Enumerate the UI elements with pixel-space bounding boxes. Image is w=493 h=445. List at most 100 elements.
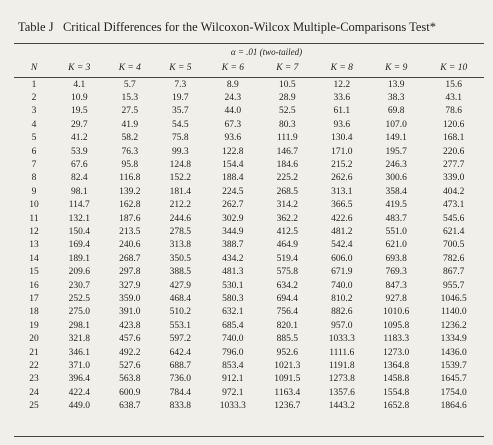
table-cell: 820.1: [276, 320, 298, 331]
table-cell: 927.8: [385, 293, 407, 304]
table-cell: 553.1: [169, 320, 192, 331]
table-cell: 114.7: [68, 200, 90, 211]
table-cell: 1539.7: [440, 360, 467, 371]
rule: [14, 436, 484, 437]
table-cell: 1091.5: [274, 374, 301, 385]
table-cell: 1436.0: [440, 347, 467, 358]
table-cell: 28.9: [279, 93, 296, 104]
table-cell: 1273.0: [383, 347, 410, 358]
table-body: 1 4.1 5.7 7.3 8.9 10.5 12.2 13.9 15.6 2 10.9 15.3 19…: [14, 78, 484, 413]
table-cell: 122.8: [222, 146, 244, 157]
table-cell: 17: [29, 293, 39, 304]
table-cell: 457.6: [119, 334, 141, 345]
table-cell: 388.5: [169, 267, 192, 278]
table-cell: 700.5: [443, 240, 465, 251]
table-cell: 19.7: [172, 93, 189, 104]
table-cell: 189.1: [68, 253, 90, 264]
table-cell: 21: [29, 347, 39, 358]
table-cell: 44.0: [224, 106, 242, 117]
table-cell: 298.1: [68, 320, 90, 331]
table-cell: 41.2: [70, 133, 88, 144]
table-cell: 810.2: [331, 293, 353, 304]
table-cell: 12.2: [333, 79, 351, 90]
table-cell: 404.2: [443, 186, 465, 197]
table-cell: 642.4: [169, 347, 192, 358]
table-cell: 10.5: [279, 79, 296, 90]
table-cell: 885.5: [276, 334, 298, 345]
table-cell: 344.9: [222, 226, 244, 237]
rule: [14, 43, 484, 44]
table-row: 9 98.1 139.2 181.4 224.5 268.5 313.1 358.4 404.2: [14, 185, 484, 198]
table-cell: 4: [31, 119, 37, 130]
table-cell: 116.8: [119, 173, 141, 184]
table-cell: 10: [29, 200, 39, 211]
column-header: K = 8: [314, 58, 369, 78]
table-cell: 796.0: [222, 347, 244, 358]
table-cell: 22: [29, 360, 39, 371]
table-cell: 15: [29, 267, 39, 278]
table-cell: 957.0: [331, 320, 353, 331]
table-cell: 1111.6: [329, 347, 355, 358]
table-row: 16 230.7 327.9 427.9 530.1 634.2 740.0 847.3 955…: [14, 279, 484, 292]
table-cell: 61.1: [333, 106, 351, 117]
column-header: K = 10: [423, 58, 484, 78]
table-cell: 736.0: [169, 374, 192, 385]
table-row: 20 321.8 457.6 597.2 740.0 885.5 1033.3 1183.3 1…: [14, 332, 484, 345]
table-cell: 184.6: [276, 160, 298, 171]
column-header: K = 6: [205, 58, 261, 78]
table-cell: 120.6: [443, 119, 465, 130]
table-cell: 412.5: [276, 226, 298, 237]
table-cell: 69.8: [387, 106, 405, 117]
table-cell: 391.0: [119, 307, 141, 318]
table-cell: 33.6: [333, 93, 351, 104]
table-cell: 52.5: [279, 106, 296, 117]
table-row: 11 132.1 187.6 244.6 302.9 362.2 422.6 483.7 545…: [14, 212, 484, 225]
table-cell: 314.2: [276, 200, 298, 211]
table-cell: 41.9: [121, 119, 139, 130]
table-row: 17 252.5 359.0 468.4 580.3 694.4 810.2 927.8 104…: [14, 292, 484, 305]
table-cell: 1754.0: [440, 387, 467, 398]
table-cell: 563.8: [119, 374, 141, 385]
table-cell: 419.5: [385, 200, 407, 211]
table-cell: 107.0: [385, 119, 407, 130]
table-cell: 111.9: [276, 133, 298, 144]
table-cell: 93.6: [333, 119, 351, 130]
table-row: 23 396.4 563.8 736.0 912.1 1091.5 1273.8 1458.8…: [14, 373, 484, 386]
table-cell: 473.1: [443, 200, 465, 211]
table-cell: 481.2: [331, 226, 353, 237]
table-row: 7 67.6 95.8 124.8 154.4 184.6 215.2 246.3 277.7: [14, 158, 484, 171]
table-cell: 1364.8: [383, 360, 410, 371]
table-cell: 634.2: [276, 280, 298, 291]
table-cell: 952.6: [276, 347, 298, 358]
table-cell: 638.7: [119, 401, 141, 412]
table-cell: 300.6: [385, 173, 407, 184]
table-cell: 10.9: [70, 93, 88, 104]
table-cell: 8.9: [226, 79, 239, 90]
table-cell: 483.7: [385, 213, 407, 224]
table-cell: 600.9: [119, 387, 141, 398]
table-cell: 542.4: [331, 240, 353, 251]
table-cell: 621.0: [385, 240, 407, 251]
table-row: 8 82.4 116.8 152.2 188.4 225.2 262.6 300.6 339.0: [14, 172, 484, 185]
table-cell: 152.2: [169, 173, 192, 184]
column-header: K = 4: [104, 58, 156, 78]
table-cell: 350.5: [169, 253, 192, 264]
table-cell: 671.9: [331, 267, 353, 278]
table-cell: 606.0: [331, 253, 353, 264]
table-cell: 769.3: [385, 267, 407, 278]
table-cell: 5: [31, 133, 37, 144]
table-cell: 93.6: [224, 133, 242, 144]
table-cell: 423.8: [119, 320, 141, 331]
table-cell: 78.6: [445, 106, 463, 117]
table-cell: 1095.8: [383, 320, 410, 331]
table-cell: 1273.8: [328, 374, 355, 385]
table-cell: 847.3: [385, 280, 407, 291]
table-cell: 327.9: [119, 280, 141, 291]
table-cell: 1010.6: [383, 307, 410, 318]
table-cell: 740.0: [331, 280, 353, 291]
table-cell: 853.4: [222, 360, 244, 371]
table-cell: 396.4: [68, 374, 90, 385]
table-cell: 16: [29, 280, 39, 291]
